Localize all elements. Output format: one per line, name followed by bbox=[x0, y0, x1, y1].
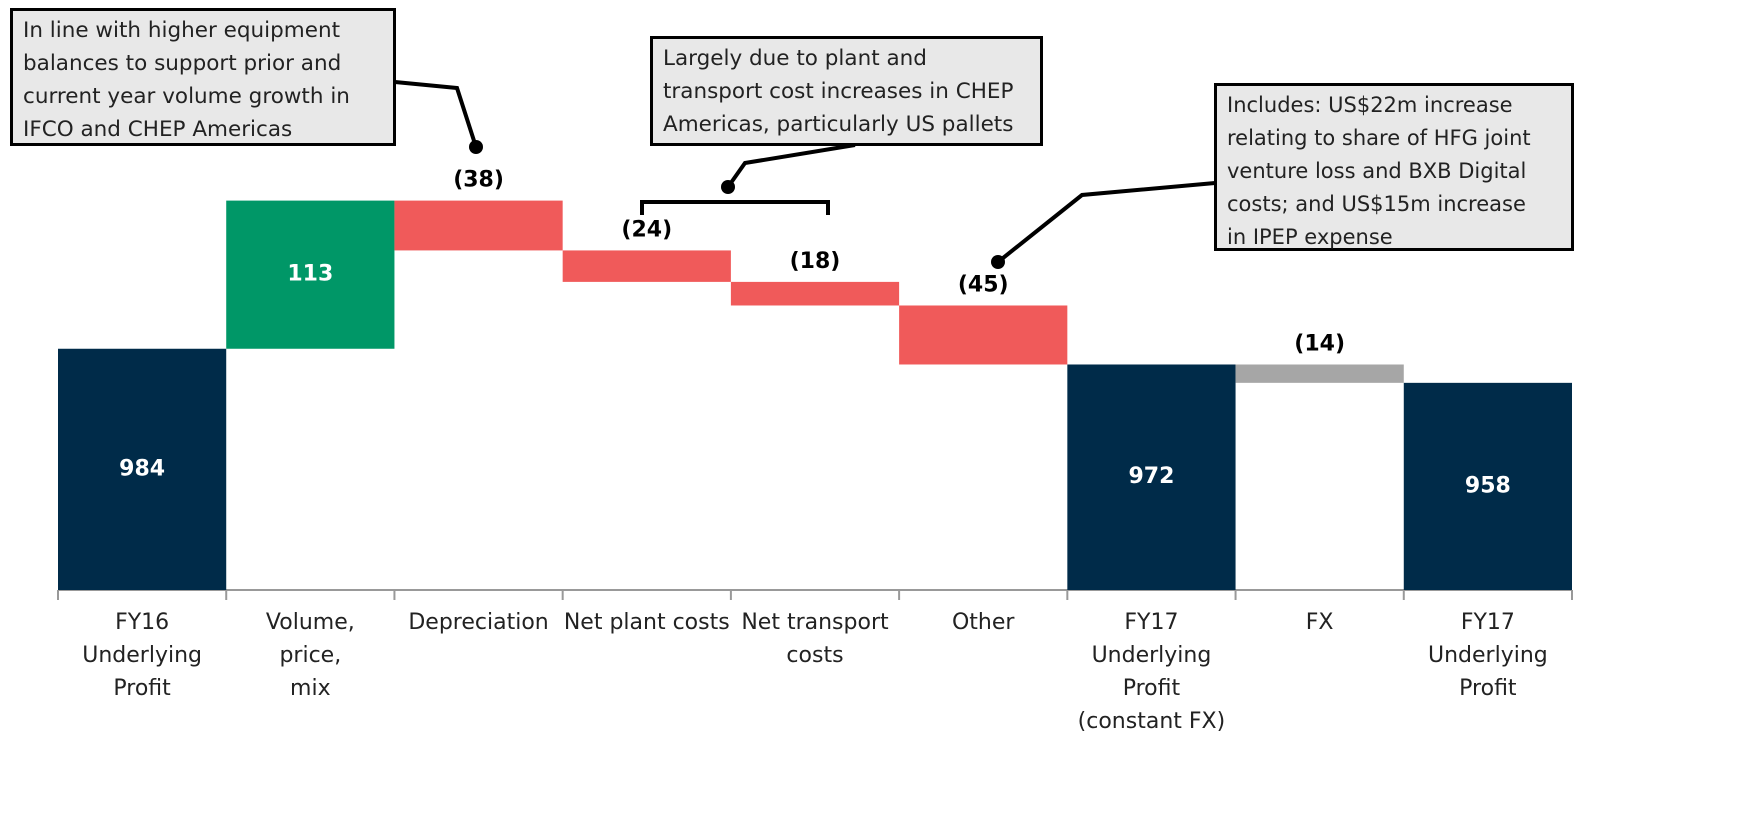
value-label: 972 bbox=[1128, 464, 1174, 489]
bar bbox=[730, 281, 900, 306]
bar bbox=[562, 250, 731, 282]
callout-dot bbox=[721, 180, 735, 194]
bar bbox=[394, 200, 563, 251]
value-label: (24) bbox=[621, 217, 672, 242]
value-label: 984 bbox=[119, 456, 165, 481]
bar bbox=[226, 200, 395, 349]
value-label: 958 bbox=[1465, 473, 1511, 498]
value-label: (38) bbox=[453, 168, 504, 193]
value-label: (18) bbox=[790, 249, 841, 274]
annotation: In line with higher equipment balances t… bbox=[10, 8, 396, 146]
x-tick-label: FY16 Underlying Profit bbox=[82, 610, 202, 701]
callout-line bbox=[394, 80, 478, 148]
x-tick-label: Net plant costs bbox=[563, 610, 730, 635]
callout-line bbox=[996, 181, 1216, 264]
bar bbox=[1403, 382, 1572, 590]
x-tick-label: Volume, price, mix bbox=[265, 610, 355, 701]
annotation: Includes: US$22m increase relating to sh… bbox=[1214, 83, 1574, 251]
x-tick-label: FY17 Underlying Profit (constant FX) bbox=[1077, 610, 1226, 734]
x-tick-label: FY17 Underlying Profit bbox=[1428, 610, 1548, 701]
x-tick-label: Net transport costs bbox=[741, 610, 889, 668]
x-tick-label: Other bbox=[951, 610, 1015, 635]
bar bbox=[899, 305, 1068, 365]
callout-dot bbox=[991, 255, 1005, 269]
x-tick-label: FX bbox=[1305, 610, 1334, 635]
value-label: (14) bbox=[1294, 331, 1345, 356]
bar bbox=[1067, 364, 1236, 590]
x-tick-label: Depreciation bbox=[408, 610, 549, 635]
annotation: Largely due to plant and transport cost … bbox=[650, 36, 1043, 146]
callout-dot bbox=[469, 140, 483, 154]
bar bbox=[1235, 364, 1404, 383]
value-label: (45) bbox=[958, 272, 1009, 297]
bracket bbox=[640, 200, 830, 215]
bar bbox=[58, 348, 227, 590]
value-label: 113 bbox=[287, 262, 333, 287]
callout-line bbox=[726, 143, 856, 189]
callouts bbox=[394, 80, 1216, 264]
